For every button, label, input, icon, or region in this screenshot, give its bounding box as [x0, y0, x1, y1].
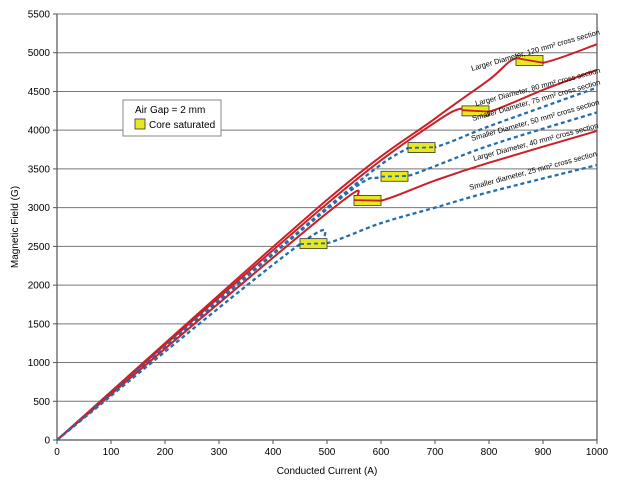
series-line [56, 86, 598, 441]
y-tick-label: 4500 [28, 87, 51, 98]
x-tick-label: 900 [535, 447, 552, 458]
x-tick-label: 500 [319, 447, 336, 458]
y-tick-label: 3500 [28, 164, 51, 175]
grid [57, 13, 597, 402]
x-axis-label: Conducted Current (A) [277, 466, 378, 477]
series-line [56, 111, 598, 441]
series-line [56, 163, 598, 441]
x-tick-label: 600 [373, 447, 390, 458]
legend-title: Air Gap = 2 mm [135, 105, 205, 116]
y-tick-label: 4000 [28, 126, 51, 137]
axes: 0500100015002000250030003500400045005000… [28, 10, 609, 459]
x-tick-label: 100 [103, 447, 120, 458]
x-tick-label: 200 [157, 447, 174, 458]
legend-entry-label: Core saturated [149, 120, 215, 131]
saturation-curve-segment [515, 57, 544, 64]
y-tick-label: 2500 [28, 242, 51, 253]
x-tick-label: 300 [211, 447, 228, 458]
series-line [56, 68, 598, 441]
x-tick-label: 700 [427, 447, 444, 458]
y-tick-label: 2000 [28, 281, 51, 292]
legend-swatch [134, 118, 146, 130]
y-tick-label: 5000 [28, 48, 51, 59]
y-tick-label: 1500 [28, 319, 51, 330]
x-tick-label: 1000 [586, 447, 609, 458]
saturation-curve-segment [380, 174, 409, 178]
saturation-curve-segment [299, 242, 328, 245]
x-tick-label: 0 [54, 447, 60, 458]
y-axis-label: Magnetic Field (G) [10, 186, 21, 268]
y-tick-label: 3000 [28, 203, 51, 214]
y-tick-label: 5500 [28, 10, 51, 21]
legend: Air Gap = 2 mm Core saturated [122, 99, 222, 137]
y-tick-label: 1000 [28, 358, 51, 369]
legend-box [122, 99, 222, 137]
saturation-curve-segment [461, 109, 490, 113]
series-group [56, 43, 598, 441]
y-tick-label: 500 [33, 397, 50, 408]
saturation-curve-segment [407, 146, 436, 149]
series-labels: Larger Diameter, 120 mm² cross sectionLa… [468, 28, 601, 192]
x-tick-label: 800 [481, 447, 498, 458]
saturation-curve-segment [353, 199, 382, 202]
x-tick-label: 400 [265, 447, 282, 458]
y-tick-label: 0 [44, 436, 50, 447]
